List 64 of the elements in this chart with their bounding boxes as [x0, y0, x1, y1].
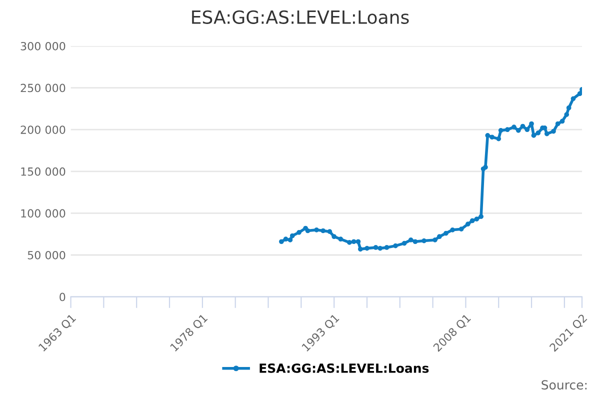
point	[320, 228, 326, 234]
point	[529, 121, 534, 126]
point	[444, 230, 448, 236]
point	[288, 238, 293, 242]
point	[283, 236, 288, 242]
point	[378, 246, 383, 251]
point	[347, 240, 352, 245]
y-tick-label: 150 000	[21, 167, 66, 176]
point	[358, 246, 363, 252]
y-tick-label: 200 000	[20, 126, 66, 134]
y-tick-label: 0	[60, 292, 66, 302]
point	[512, 124, 516, 130]
point	[436, 234, 442, 240]
point	[412, 239, 418, 244]
y-tick-label: 250 000	[20, 84, 66, 92]
point	[338, 236, 344, 242]
y-tick-label: 300 000	[20, 42, 66, 50]
source-note: Source:	[542, 380, 587, 390]
y-tick-label: 50 000	[28, 250, 66, 260]
point	[490, 134, 494, 140]
point	[384, 245, 390, 250]
point	[564, 112, 570, 117]
point	[373, 245, 378, 250]
point	[332, 234, 337, 240]
point	[566, 105, 572, 110]
point	[570, 96, 576, 102]
point	[524, 127, 530, 132]
point	[555, 121, 560, 126]
point	[408, 238, 414, 242]
point	[279, 239, 284, 244]
point	[465, 222, 470, 226]
point	[520, 124, 526, 129]
point	[478, 214, 484, 219]
point	[516, 128, 521, 133]
point	[536, 130, 541, 136]
point	[314, 227, 319, 232]
point	[364, 246, 370, 251]
point	[305, 228, 310, 234]
point	[450, 227, 455, 232]
point	[393, 243, 398, 248]
point	[290, 233, 295, 238]
point	[531, 133, 536, 138]
point	[432, 238, 438, 242]
point	[485, 133, 490, 138]
point	[351, 239, 356, 244]
chart-title: ESA:GG:AS:LEVEL:Loans	[192, 10, 409, 24]
point	[470, 218, 475, 224]
point	[496, 136, 502, 142]
point	[504, 127, 510, 132]
point	[474, 216, 480, 222]
point	[402, 240, 407, 246]
point	[327, 229, 332, 234]
point	[577, 91, 582, 96]
point	[422, 238, 426, 244]
point	[551, 128, 556, 134]
y-tick-label: 100 000	[21, 209, 66, 218]
point	[560, 118, 565, 124]
point	[458, 226, 464, 232]
point	[356, 239, 361, 244]
point	[483, 164, 488, 170]
legend-label: ESA:GG:AS:LEVEL:Loans	[260, 363, 429, 373]
point	[498, 128, 504, 133]
point	[544, 131, 550, 136]
point	[296, 230, 302, 235]
